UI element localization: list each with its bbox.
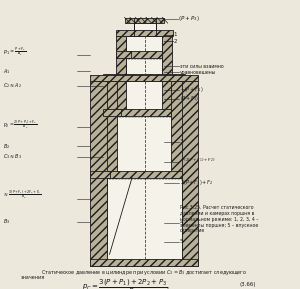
Text: $-(2(P+F_1)+F_2)$: $-(2(P+F_1)+F_2)$ xyxy=(180,157,215,164)
Bar xyxy=(182,81,198,266)
Bar xyxy=(116,36,126,116)
Bar xyxy=(117,109,171,116)
Bar xyxy=(90,171,110,178)
Bar xyxy=(116,30,172,36)
Text: $A_1$: $A_1$ xyxy=(3,67,10,75)
Bar xyxy=(90,75,198,81)
Text: эти силы взаимно
уравновешены: эти силы взаимно уравновешены xyxy=(180,64,224,75)
Bar xyxy=(103,81,117,178)
Text: $C_2 \approx A_2$: $C_2 \approx A_2$ xyxy=(3,81,22,90)
Bar xyxy=(124,18,164,23)
Text: $p_2 = \frac{2(P+P_1)+F_2}{B_2}$: $p_2 = \frac{2(P+P_1)+F_2}{B_2}$ xyxy=(3,118,37,131)
Bar xyxy=(103,74,184,81)
Bar xyxy=(90,81,106,266)
Text: (3.66): (3.66) xyxy=(240,282,256,287)
Text: Статическое давление в цилиндре при условии $C_3 = B_3$ достигает следующего: Статическое давление в цилиндре при усло… xyxy=(41,268,247,277)
Bar xyxy=(116,51,131,58)
Text: 1: 1 xyxy=(173,32,177,37)
Text: $B_3$: $B_3$ xyxy=(3,217,10,226)
Bar xyxy=(106,171,182,178)
Text: 4: 4 xyxy=(180,220,184,225)
Text: 5: 5 xyxy=(180,239,184,244)
Text: $p_1 = \frac{P+F_1}{A_1}$: $p_1 = \frac{P+F_1}{A_1}$ xyxy=(3,46,26,58)
Bar xyxy=(126,51,162,58)
Bar xyxy=(103,109,121,116)
Text: $(P+P_3)$: $(P+P_3)$ xyxy=(178,14,200,23)
Text: значения: значения xyxy=(21,275,45,279)
Text: $C_3 \approx B_3$: $C_3 \approx B_3$ xyxy=(3,152,22,160)
Bar xyxy=(126,36,162,116)
Bar xyxy=(134,23,156,36)
Bar xyxy=(106,81,182,266)
Bar xyxy=(162,36,172,116)
Text: $-(P+F_1)$: $-(P+F_1)$ xyxy=(180,85,203,94)
Bar xyxy=(90,259,198,266)
Bar xyxy=(117,81,171,178)
Text: $2(P+F_1)+F_2$: $2(P+F_1)+F_2$ xyxy=(180,177,214,187)
Text: 2: 2 xyxy=(173,38,177,44)
Text: 3: 3 xyxy=(180,139,184,144)
Text: $\approx \frac{3(P+F_1)+2F_2+F_3}{B_3}$: $\approx \frac{3(P+F_1)+2F_2+F_3}{B_3}$ xyxy=(3,189,41,201)
Text: $(P+F_1)$: $(P+F_1)$ xyxy=(180,94,200,103)
Text: Рис.3.25. Расчет статического
давлении и камерах поршня в
нормальном режиме: 1, : Рис.3.25. Расчет статического давлении и… xyxy=(180,205,259,234)
Text: $p_C = \dfrac{3(P+P_1)+2P_2+P_3}{B_r}$,: $p_C = \dfrac{3(P+P_1)+2P_2+P_3}{B_r}$, xyxy=(82,277,170,289)
Text: $B_2$: $B_2$ xyxy=(3,142,10,151)
Bar xyxy=(171,81,184,178)
